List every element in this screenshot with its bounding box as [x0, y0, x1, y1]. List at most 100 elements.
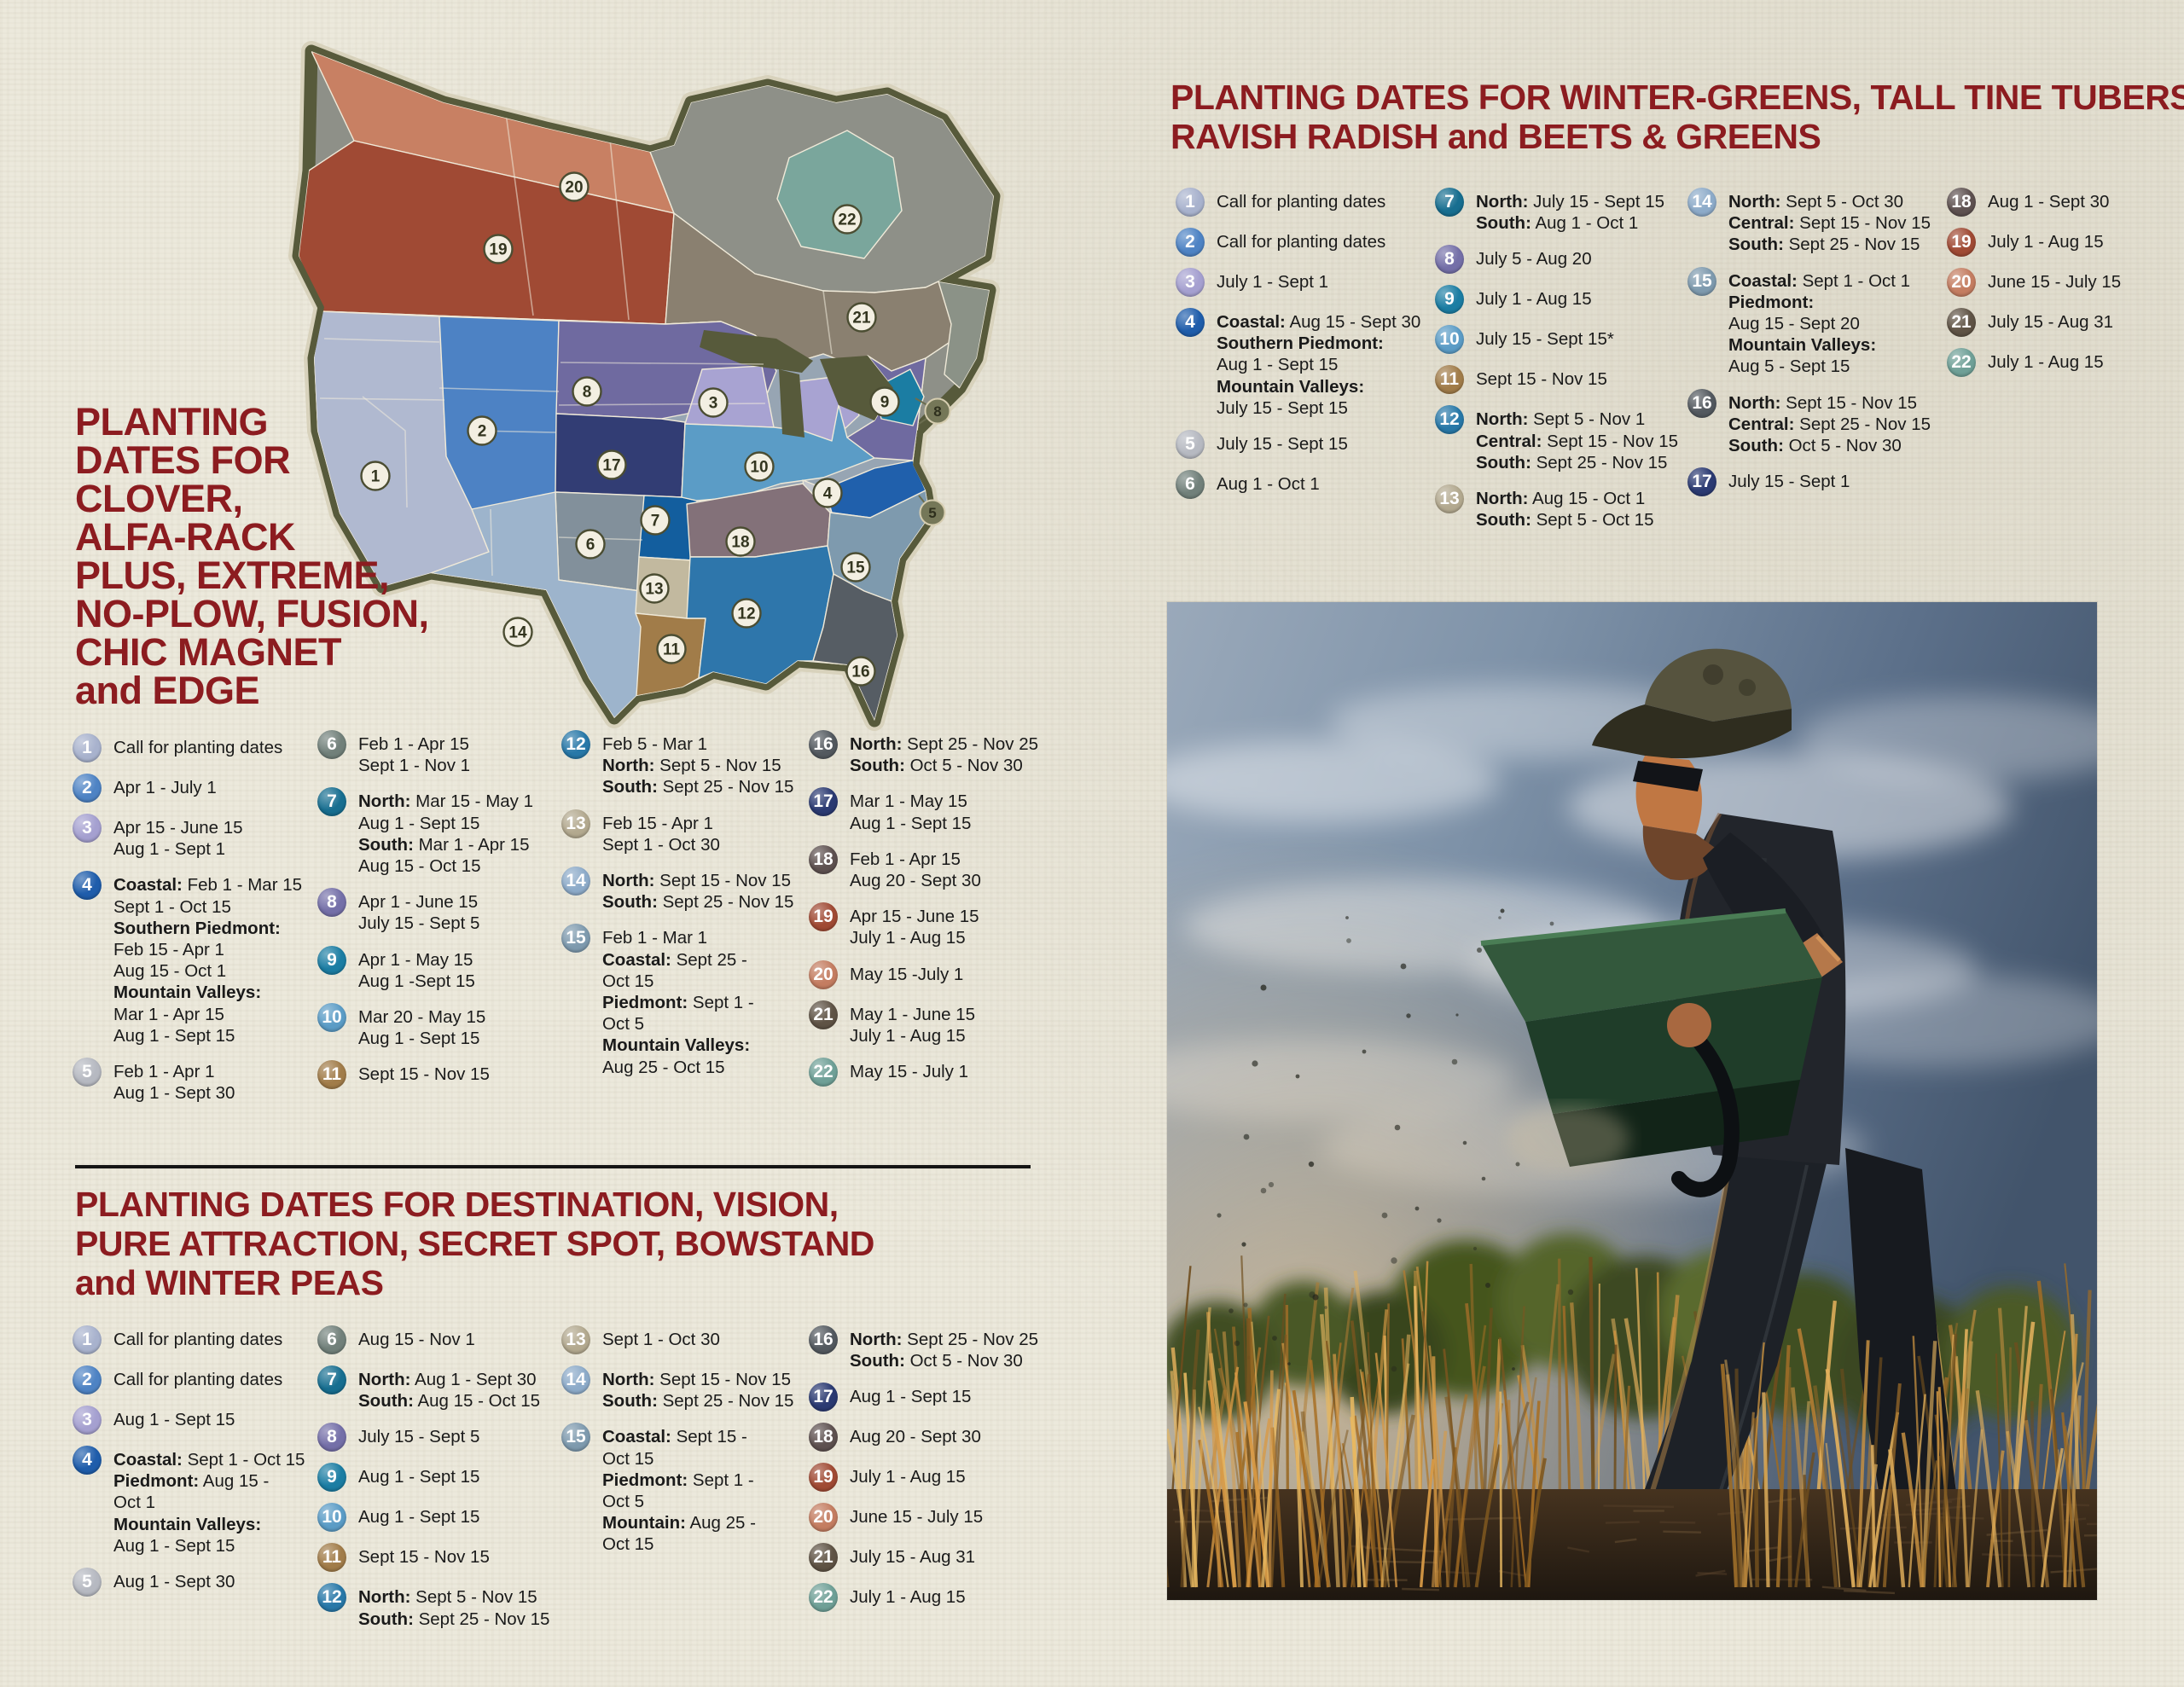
section-title-line: and EDGE	[75, 669, 260, 712]
destination-list-col-2: 6 Aug 15 - Nov 1 7 North: Aug 1 - Sept 30 So…	[317, 1325, 566, 1643]
region-number-badge: 9	[317, 1463, 346, 1493]
planting-date-item: 13 North: Aug 15 - Oct 1 South: Sept 5 - O…	[1435, 484, 1684, 530]
section-title-line: CLOVER,	[75, 477, 243, 520]
section-title-line: PLUS, EXTREME,	[75, 554, 390, 597]
planting-date-item: 12 North: Sept 5 - Nov 1 Central: Sept 15 …	[1435, 405, 1684, 473]
section-title-line: PLANTING	[75, 400, 268, 443]
region-number-badge: 22	[809, 1583, 838, 1613]
map-region-maritime	[938, 281, 990, 389]
planting-date-text: Feb 1 - Apr 15 Aug 20 - Sept 30	[850, 849, 981, 891]
winter-list-col-3: 14 North: Sept 5 - Oct 30 Central: Sept 15…	[1687, 188, 1937, 509]
planting-date-item: 4 Coastal: Feb 1 - Mar 15 Sept 1 - Oct 15 S…	[73, 871, 322, 1046]
planting-date-text: North: Aug 15 - Oct 1 South: Sept 5 - Oct…	[1476, 489, 1654, 530]
planting-date-item: 14 North: Sept 15 - Nov 15 South: Sept 25 …	[561, 867, 810, 913]
svg-text:19: 19	[489, 241, 507, 259]
map-region-badge-21: 21	[846, 302, 877, 333]
planting-date-item: 7 North: Aug 1 - Sept 30 South: Aug 15 - O…	[317, 1365, 566, 1412]
region-number-badge: 2	[73, 774, 102, 803]
planting-date-item: 16 North: Sept 15 - Nov 15 Central: Sept 2…	[1687, 388, 1937, 457]
planting-date-item: 18 Aug 20 - Sept 30	[809, 1423, 1058, 1452]
planting-date-item: 12 Feb 5 - Mar 1 North: Sept 5 - Nov 15 Sou…	[561, 730, 810, 798]
planting-date-item: 16 North: Sept 25 - Nov 25 South: Oct 5 - …	[809, 730, 1058, 776]
seed-spreader	[1480, 908, 1822, 1197]
svg-text:11: 11	[663, 641, 681, 659]
region-number-badge: 18	[809, 1423, 838, 1452]
region-number-badge: 1	[73, 1325, 102, 1354]
planting-date-text: Apr 1 - June 15 July 15 - Sept 5	[358, 892, 480, 934]
planting-date-text: July 15 - Sept 5	[358, 1427, 480, 1447]
svg-text:12: 12	[737, 606, 755, 623]
map-region-badge-11: 11	[656, 634, 687, 664]
region-number-badge: 13	[561, 809, 590, 838]
planting-date-text: July 15 - Sept 1	[1728, 472, 1850, 492]
planting-date-text: Apr 15 - June 15 July 1 - Aug 15	[850, 907, 979, 948]
planting-date-text: Aug 1 - Sept 30	[1988, 192, 2110, 212]
planting-date-item: 11 Sept 15 - Nov 15	[1435, 365, 1684, 395]
map-region-badge-7: 7	[640, 505, 671, 536]
planting-date-text: Aug 20 - Sept 30	[850, 1427, 981, 1447]
region-number-badge: 8	[317, 1423, 346, 1452]
svg-text:20: 20	[565, 179, 583, 197]
region-number-badge: 21	[809, 1000, 838, 1029]
region-number-badge: 16	[809, 730, 838, 759]
region-number-badge: 9	[317, 945, 346, 975]
planting-date-item: 9 Aug 1 - Sept 15	[317, 1463, 566, 1493]
region-number-badge: 4	[73, 1446, 102, 1475]
section-divider	[75, 1165, 1031, 1168]
region-number-badge: 1	[73, 733, 102, 762]
planting-date-item: 10 Aug 1 - Sept 15	[317, 1503, 566, 1533]
planting-date-text: North: Sept 15 - Nov 15 South: Sept 25 - …	[602, 1370, 794, 1412]
planting-date-item: 14 North: Sept 15 - Nov 15 South: Sept 25 …	[561, 1365, 810, 1412]
planting-date-text: May 1 - June 15 July 1 - Aug 15	[850, 1004, 975, 1046]
planting-date-text: Aug 1 - Oct 1	[1217, 474, 1320, 495]
map-region-badge-19: 19	[483, 234, 514, 264]
map-region-2	[439, 316, 560, 510]
svg-text:8: 8	[933, 403, 941, 420]
region-number-badge: 21	[809, 1543, 838, 1573]
planting-date-item: 4 Coastal: Sept 1 - Oct 15 Piedmont: Aug 1…	[73, 1446, 322, 1557]
region-number-badge: 21	[1947, 308, 1976, 337]
region-number-badge: 17	[809, 787, 838, 817]
planting-date-item: 11 Sept 15 - Nov 15	[317, 1543, 566, 1573]
planting-date-item: 19 July 1 - Aug 15	[1947, 228, 2184, 257]
region-number-badge: 18	[1947, 188, 1976, 217]
man-head	[1592, 648, 1792, 880]
planting-date-item: 21 July 15 - Aug 31	[1947, 308, 2184, 337]
planting-date-text: Apr 1 - July 1	[113, 778, 217, 797]
region-number-badge: 6	[317, 1325, 346, 1354]
clover-list-col-3: 12 Feb 5 - Mar 1 North: Sept 5 - Nov 15 Sou…	[561, 730, 810, 1091]
planting-date-text: Aug 1 - Sept 15	[850, 1387, 972, 1407]
planting-date-text: Aug 1 - Sept 30	[113, 1572, 235, 1592]
region-number-badge: 4	[1176, 308, 1205, 337]
region-number-badge: 17	[809, 1383, 838, 1412]
destination-list-col-3: 13 Sept 1 - Oct 30 14 North: Sept 15 - Nov …	[561, 1325, 810, 1568]
planting-date-text: North: Mar 15 - May 1 Aug 1 - Sept 15 Sout…	[358, 791, 534, 877]
map-region-badge-4: 4	[812, 478, 843, 508]
map-region-badge-20: 20	[559, 171, 590, 202]
region-number-badge: 4	[73, 871, 102, 901]
man-silhouette	[1480, 648, 1967, 1590]
planting-date-text: Apr 1 - May 15 Aug 1 -Sept 15	[358, 949, 475, 991]
planting-date-text: Aug 1 - Sept 15	[113, 1410, 235, 1429]
planting-date-text: Feb 15 - Apr 1 Sept 1 - Oct 30	[602, 813, 720, 855]
planting-date-item: 5 July 15 - Sept 15	[1176, 430, 1425, 460]
section-title-line: PLANTING DATES FOR WINTER-GREENS, TALL T…	[1170, 78, 2184, 117]
section-title-line: NO-PLOW, FUSION,	[75, 592, 429, 635]
planting-date-item: 2 Call for planting dates	[1176, 228, 1425, 257]
planting-date-text: July 5 - Aug 20	[1476, 249, 1592, 270]
planting-date-item: 1 Call for planting dates	[73, 733, 322, 762]
planting-date-item: 20 May 15 -July 1	[809, 959, 1058, 989]
planting-date-text: June 15 - July 15	[1988, 272, 2122, 292]
region-number-badge: 11	[317, 1060, 346, 1090]
region-number-badge: 11	[1435, 365, 1464, 395]
planting-date-text: North: Sept 5 - Nov 15 South: Sept 25 - N…	[358, 1587, 550, 1629]
region-number-badge: 20	[809, 959, 838, 989]
planting-date-text: Call for planting dates	[113, 738, 283, 757]
planting-date-item: 20 June 15 - July 15	[809, 1503, 1058, 1533]
planting-date-text: North: July 15 - Sept 15 South: Aug 1 - O…	[1476, 192, 1665, 234]
planting-date-item: 6 Aug 1 - Oct 1	[1176, 470, 1425, 500]
winter-list-col-4: 18 Aug 1 - Sept 30 19 July 1 - Aug 15 20 June…	[1947, 188, 2184, 390]
region-number-badge: 19	[809, 902, 838, 932]
planting-date-text: May 15 -July 1	[850, 964, 964, 984]
planting-date-item: 18 Aug 1 - Sept 30	[1947, 188, 2184, 217]
